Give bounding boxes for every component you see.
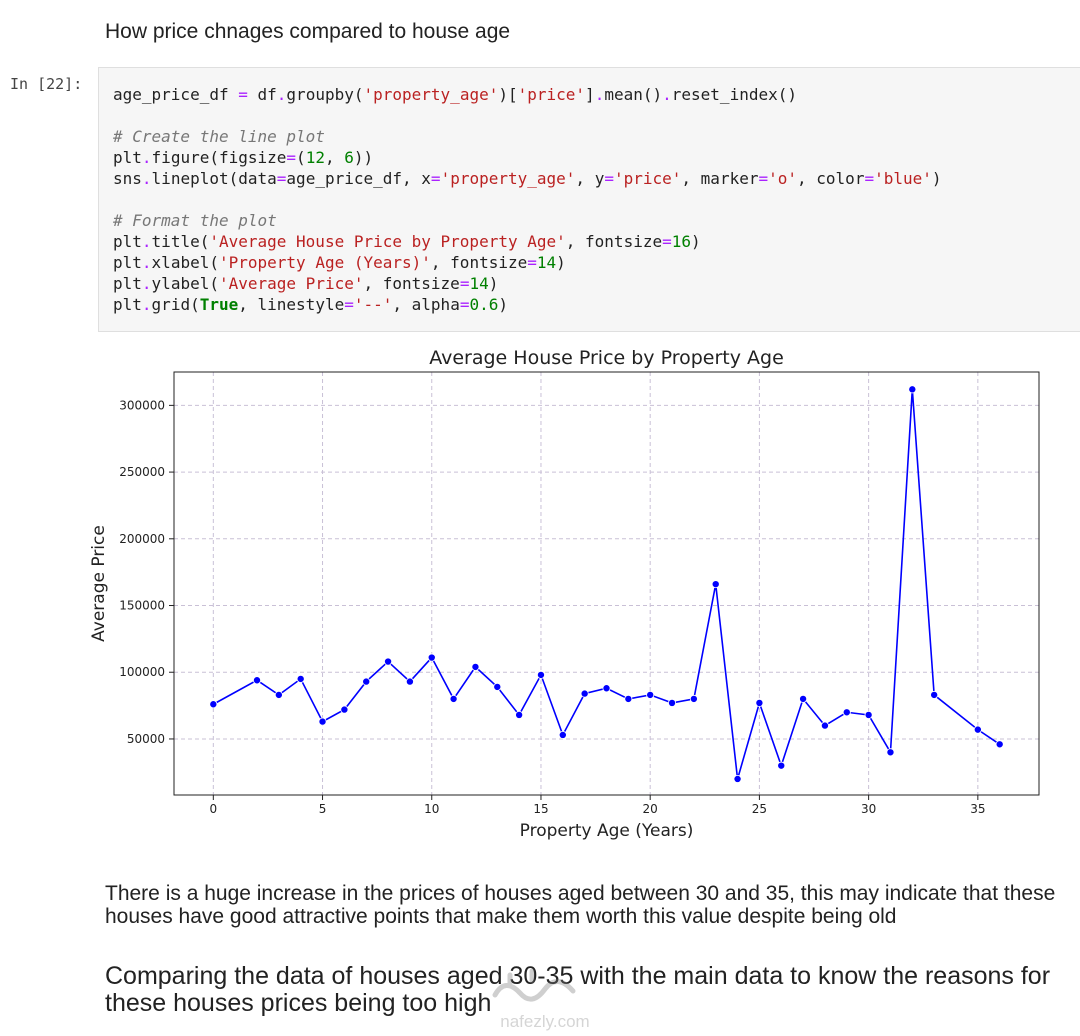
code-cell[interactable]: age_price_df = df.groupby('property_age'… <box>98 67 1080 332</box>
line-chart: 0 5 10 15 20 25 30 35 50000 100000 150000 200000 250… <box>89 347 1040 841</box>
data-point <box>427 653 436 662</box>
data-point <box>209 700 218 709</box>
data-point <box>274 690 283 699</box>
plot-frame <box>173 371 1040 796</box>
code-line: plt.xlabel('Property Age (Years)', fonts… <box>113 253 566 272</box>
y-tick-label: 50000 <box>127 732 165 746</box>
data-point <box>384 657 393 666</box>
subheading-line: Comparing the data of houses aged 30-35 … <box>105 962 1051 990</box>
x-tick-label: 25 <box>752 802 767 816</box>
data-point <box>711 580 720 589</box>
data-point <box>646 690 655 699</box>
subheading-line: these houses prices being too high <box>105 989 492 1017</box>
cell-prompt: In [22]: <box>10 75 83 93</box>
data-point <box>253 676 262 685</box>
data-point <box>842 708 851 717</box>
markdown-subheading: Comparing the data of houses aged 30-35 … <box>105 963 1080 1017</box>
y-tick-label: 300000 <box>119 398 165 412</box>
code-line: sns.lineplot(data=age_price_df, x='prope… <box>113 169 942 188</box>
data-point <box>558 730 567 739</box>
data-point <box>864 710 873 719</box>
data-point <box>536 670 545 679</box>
data-point <box>515 710 524 719</box>
data-point <box>471 662 480 671</box>
data-point <box>930 690 939 699</box>
markdown-heading: How price chnages compared to house age <box>105 20 511 43</box>
code-line: plt.ylabel('Average Price', fontsize=14) <box>113 274 499 293</box>
code-line: # Create the line plot <box>113 127 325 146</box>
y-tick-label: 200000 <box>119 532 165 546</box>
x-axis-label: Property Age (Years) <box>520 821 694 841</box>
data-point <box>668 698 677 707</box>
x-tick-label: 5 <box>319 802 327 816</box>
data-point <box>449 694 458 703</box>
data-point <box>580 689 589 698</box>
data-point <box>362 677 371 686</box>
data-point <box>777 761 786 770</box>
data-point <box>733 774 742 783</box>
code-line: plt.figure(figsize=(12, 6)) <box>113 148 374 167</box>
data-point <box>340 705 349 714</box>
data-point <box>820 721 829 730</box>
code-editor[interactable]: age_price_df = df.groupby('property_age'… <box>113 84 942 315</box>
data-point <box>973 725 982 734</box>
x-tick-label: 0 <box>209 802 217 816</box>
data-point <box>602 684 611 693</box>
data-point <box>624 694 633 703</box>
data-point <box>755 698 764 707</box>
code-line: # Format the plot <box>113 211 277 230</box>
data-point <box>296 674 305 683</box>
x-tick-label: 10 <box>424 802 439 816</box>
data-point <box>493 682 502 691</box>
data-point <box>908 385 917 394</box>
y-axis-label: Average Price <box>89 525 109 642</box>
chart-output: 0 5 10 15 20 25 30 35 50000 100000 150000 200000 250… <box>80 340 1060 850</box>
paragraph-line: houses have good attractive points that … <box>105 905 897 928</box>
code-line: age_price_df = df.groupby('property_age'… <box>113 85 797 104</box>
code-line: plt.title('Average House Price by Proper… <box>113 232 701 251</box>
chart-title: Average House Price by Property Age <box>429 347 784 369</box>
data-point <box>886 748 895 757</box>
y-tick-label: 150000 <box>119 599 165 613</box>
data-point <box>995 740 1004 749</box>
data-point <box>799 694 808 703</box>
data-point <box>689 694 698 703</box>
y-tick-label: 100000 <box>119 665 165 679</box>
x-tick-label: 30 <box>861 802 876 816</box>
data-point <box>405 677 414 686</box>
code-line: plt.grid(True, linestyle='--', alpha=0.6… <box>113 295 509 314</box>
x-tick-label: 35 <box>970 802 985 816</box>
y-tick-label: 250000 <box>119 465 165 479</box>
x-tick-label: 20 <box>643 802 658 816</box>
x-tick-label: 15 <box>533 802 548 816</box>
markdown-paragraph: There is a huge increase in the prices o… <box>105 882 1080 928</box>
series-line <box>212 389 1001 780</box>
data-point <box>318 717 327 726</box>
paragraph-line: There is a huge increase in the prices o… <box>105 882 1056 905</box>
